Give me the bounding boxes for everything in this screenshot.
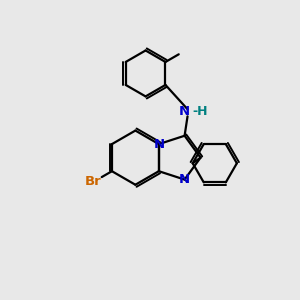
Text: -H: -H	[192, 105, 208, 118]
Text: N: N	[153, 138, 164, 151]
Text: Br: Br	[85, 175, 102, 188]
Text: N: N	[179, 173, 190, 186]
Text: N: N	[179, 105, 190, 118]
